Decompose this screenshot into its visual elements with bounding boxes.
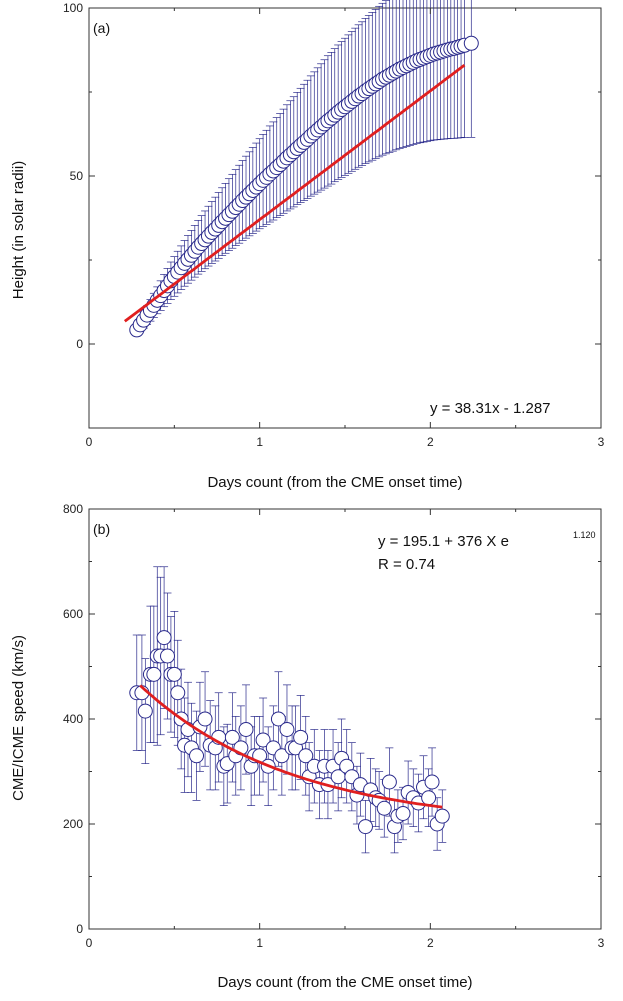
data-point bbox=[156, 630, 172, 646]
data-point bbox=[381, 774, 397, 790]
panel-b-label: (b) bbox=[93, 521, 110, 537]
data-point bbox=[255, 732, 271, 748]
panel-a-fit-line-group bbox=[123, 63, 466, 323]
panel-a-ylabel: Height (in solar radii) bbox=[10, 161, 27, 299]
y-tick-label: 50 bbox=[70, 169, 84, 183]
panel-a-label: (a) bbox=[93, 20, 110, 36]
fit-line bbox=[123, 63, 466, 323]
panel-b-equation: y = 195.1 + 376 X e bbox=[378, 533, 509, 550]
panel-a-equation: y = 38.31x - 1.287 bbox=[430, 400, 551, 417]
data-point bbox=[279, 722, 295, 737]
y-tick-label: 800 bbox=[63, 502, 83, 516]
data-point bbox=[137, 703, 153, 719]
panel-b-equation-exponent: 1.120 bbox=[573, 530, 596, 540]
y-tick-label: 100 bbox=[63, 1, 83, 15]
data-point bbox=[238, 722, 254, 737]
data-point bbox=[170, 685, 186, 701]
data-point bbox=[270, 711, 286, 727]
data-point bbox=[298, 748, 314, 764]
data-point bbox=[434, 808, 450, 824]
data-point bbox=[357, 819, 373, 835]
data-point bbox=[424, 774, 440, 790]
fit-line bbox=[139, 684, 443, 809]
panel-b-ticks: 0 1 2 3 0 200 400 600 800 bbox=[63, 502, 605, 950]
panel-b-r-value: R = 0.74 bbox=[378, 556, 435, 573]
data-point bbox=[197, 711, 213, 727]
panel-a-points bbox=[129, 35, 479, 338]
y-tick-label: 200 bbox=[63, 817, 83, 831]
data-point bbox=[395, 806, 411, 821]
x-tick-label: 0 bbox=[86, 936, 93, 950]
data-point bbox=[224, 729, 240, 745]
panel-a: 0 1 2 3 0 50 100 (a) y = 38.31x - 1.287 Days c… bbox=[10, 0, 605, 491]
panel-a-ticks: 0 1 2 3 0 50 100 bbox=[63, 1, 605, 449]
x-tick-label: 2 bbox=[427, 435, 434, 449]
x-tick-label: 3 bbox=[598, 435, 605, 449]
y-tick-label: 0 bbox=[76, 337, 83, 351]
y-tick-label: 400 bbox=[63, 712, 83, 726]
x-tick-label: 3 bbox=[598, 936, 605, 950]
y-tick-label: 600 bbox=[63, 607, 83, 621]
data-point bbox=[189, 748, 205, 764]
data-point bbox=[463, 35, 479, 51]
data-point bbox=[146, 666, 162, 682]
panel-a-xlabel: Days count (from the CME onset time) bbox=[207, 474, 462, 491]
x-tick-label: 0 bbox=[86, 435, 93, 449]
data-point bbox=[166, 666, 182, 682]
x-tick-label: 1 bbox=[256, 936, 263, 950]
data-point bbox=[293, 729, 309, 745]
data-point bbox=[274, 748, 290, 764]
panel-b-ylabel: CME/ICME speed (km/s) bbox=[10, 635, 27, 801]
x-tick-label: 2 bbox=[427, 936, 434, 950]
y-tick-label: 0 bbox=[76, 922, 83, 936]
panel-b-fit-line-group bbox=[139, 684, 443, 809]
data-point bbox=[421, 790, 437, 806]
data-point bbox=[160, 648, 176, 664]
panel-b: 0 1 2 3 0 200 400 600 800 (b) y = 195.1 + 376 X … bbox=[10, 502, 605, 991]
panel-b-xlabel: Days count (from the CME onset time) bbox=[217, 974, 472, 991]
x-tick-label: 1 bbox=[256, 435, 263, 449]
data-point bbox=[376, 800, 392, 816]
